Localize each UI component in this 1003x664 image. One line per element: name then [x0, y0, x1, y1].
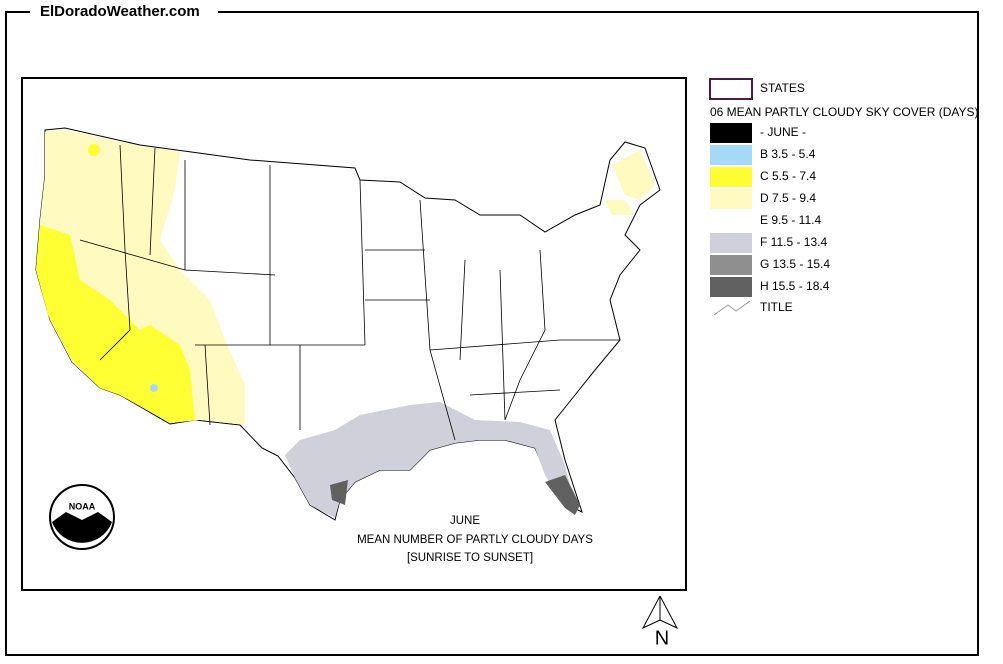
legend-swatch [710, 189, 752, 209]
north-label: N [655, 627, 669, 649]
caption-line: MEAN NUMBER OF PARTLY CLOUDY DAYS [357, 534, 593, 546]
legend-label: B 3.5 - 5.4 [760, 147, 816, 161]
noaa-logo-bird [52, 512, 112, 543]
legend-title: 06 MEAN PARTLY CLOUDY SKY COVER (DAYS) [710, 105, 979, 119]
legend-swatch [710, 255, 752, 275]
legend-label: F 11.5 - 13.4 [760, 235, 827, 249]
region-b [150, 384, 158, 392]
frame [5, 11, 979, 656]
legend-swatch [710, 145, 752, 165]
region-h-fl [545, 475, 580, 515]
caption-line: [SUNRISE TO SUNSET] [407, 552, 533, 564]
legend-label: H 15.5 - 18.4 [760, 279, 830, 293]
legend-swatch [710, 211, 752, 231]
noaa-text: NOAA [69, 501, 96, 511]
region-h-tx [330, 480, 348, 505]
legend-swatch [710, 233, 752, 253]
legend-swatch [710, 277, 752, 297]
title-symbol [713, 300, 751, 316]
region-c-wa [88, 144, 100, 156]
site-title: ElDoradoWeather.com [40, 3, 200, 20]
legend-label: STATES [760, 81, 805, 95]
legend: STATES 06 MEAN PARTLY CLOUDY SKY COVER (… [709, 78, 979, 316]
state-lines [79, 144, 620, 441]
legend-label: - JUNE - [760, 125, 806, 139]
states-swatch [709, 78, 753, 100]
north-arrow [659, 595, 679, 630]
legend-label: G 13.5 - 15.4 [760, 257, 830, 271]
legend-label: E 9.5 - 11.4 [760, 213, 821, 227]
legend-label: C 5.5 - 7.4 [760, 169, 816, 183]
map: NOAA JUNE MEAN NUMBER OF PARTLY CLOUDY D… [35, 127, 661, 564]
region-f [285, 402, 575, 518]
legend-swatch [710, 123, 752, 143]
legend-label: TITLE [760, 300, 793, 314]
region-d-me [612, 150, 655, 200]
legend-label: D 7.5 - 9.4 [760, 191, 816, 205]
region-c [36, 225, 195, 423]
region-d-ne [605, 200, 635, 215]
caption-line: JUNE [450, 515, 480, 527]
legend-swatch [710, 167, 752, 187]
